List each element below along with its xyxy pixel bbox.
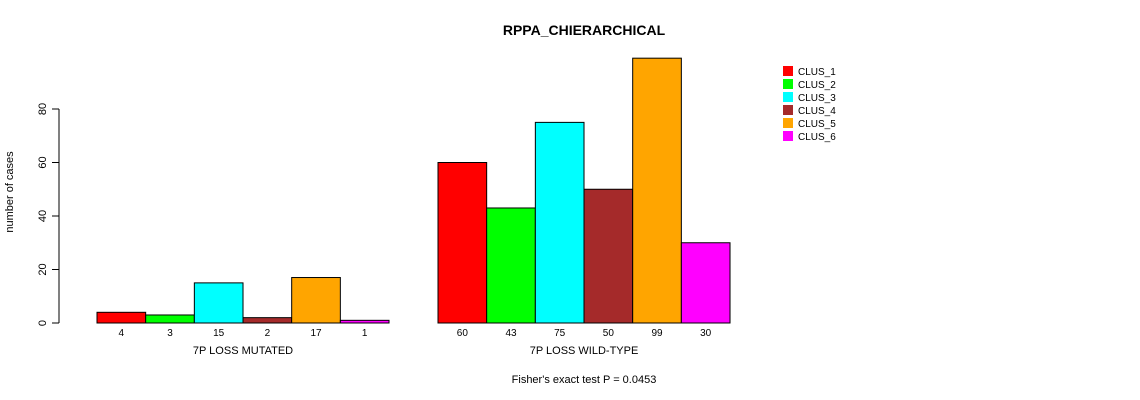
legend-label: CLUS_2 <box>798 80 836 91</box>
bar-value-label: 60 <box>457 328 469 339</box>
legend-swatch <box>783 131 793 141</box>
bar-clus-4 <box>583 188 634 324</box>
bar-value-label: 3 <box>167 328 173 339</box>
y-tick-label: 40 <box>37 210 49 222</box>
bar-clus-1 <box>96 311 147 324</box>
legend-item: CLUS_5 <box>783 118 836 130</box>
y-tick-label: 80 <box>37 103 49 115</box>
legend-swatch <box>783 79 793 89</box>
fisher-test-subtitle: Fisher's exact test P = 0.0453 <box>512 374 657 386</box>
legend-label: CLUS_5 <box>798 119 836 130</box>
legend-swatch <box>783 92 793 102</box>
legend-swatch <box>783 66 793 76</box>
bar-value-label: 2 <box>265 328 271 339</box>
bar-group: 4 3 15 2 17 1 7P LOSS MUTATED <box>96 277 390 357</box>
bar-value-label: 43 <box>505 328 517 339</box>
bar-value-label: 4 <box>119 328 125 339</box>
bar-clus-6 <box>339 319 390 324</box>
bar-clus-3 <box>534 121 585 324</box>
legend-item: CLUS_2 <box>783 79 836 91</box>
bar-clus-2 <box>145 314 195 324</box>
legend-label: CLUS_6 <box>798 132 836 143</box>
bar-group: 60 43 75 50 99 30 7P LOSS WILD-TYPE <box>437 57 731 357</box>
legend-swatch <box>783 118 793 128</box>
legend-label: CLUS_3 <box>798 93 836 104</box>
group-label: 7P LOSS MUTATED <box>193 345 293 357</box>
legend-label: CLUS_4 <box>798 106 836 117</box>
legend-item: CLUS_6 <box>783 131 836 143</box>
legend-item: CLUS_4 <box>783 105 836 117</box>
legend-label: CLUS_1 <box>798 67 836 78</box>
legend-item: CLUS_3 <box>783 92 836 104</box>
bar-value-label: 1 <box>362 328 368 339</box>
bar-clus-1 <box>437 162 488 324</box>
legend-item: CLUS_1 <box>783 66 836 78</box>
bar-clus-6 <box>680 242 731 324</box>
chart-title: RPPA_CHIERARCHICAL <box>503 22 666 38</box>
y-tick-label: 0 <box>37 320 49 326</box>
y-tick-label: 60 <box>37 156 49 168</box>
group-label: 7P LOSS WILD-TYPE <box>530 345 639 357</box>
bar-value-label: 75 <box>554 328 566 339</box>
bar-value-label: 99 <box>651 328 663 339</box>
bar-clus-2 <box>486 207 536 324</box>
bar-value-label: 15 <box>213 328 225 339</box>
legend-swatch <box>783 105 793 115</box>
bar-clus-5 <box>291 277 341 324</box>
bar-clus-3 <box>193 282 244 324</box>
bar-clus-5 <box>632 57 682 324</box>
y-axis-label: number of cases <box>4 151 16 233</box>
bar-value-label: 50 <box>603 328 615 339</box>
bar-value-label: 17 <box>310 328 322 339</box>
y-tick-label: 20 <box>37 263 49 275</box>
bar-value-label: 30 <box>700 328 712 339</box>
bar-clus-4 <box>242 317 293 324</box>
y-axis: 0 20 40 60 80 <box>37 103 60 326</box>
legend: CLUS_1 CLUS_2 CLUS_3 CLUS_4 CLUS_5 CLUS_6 <box>783 66 836 143</box>
